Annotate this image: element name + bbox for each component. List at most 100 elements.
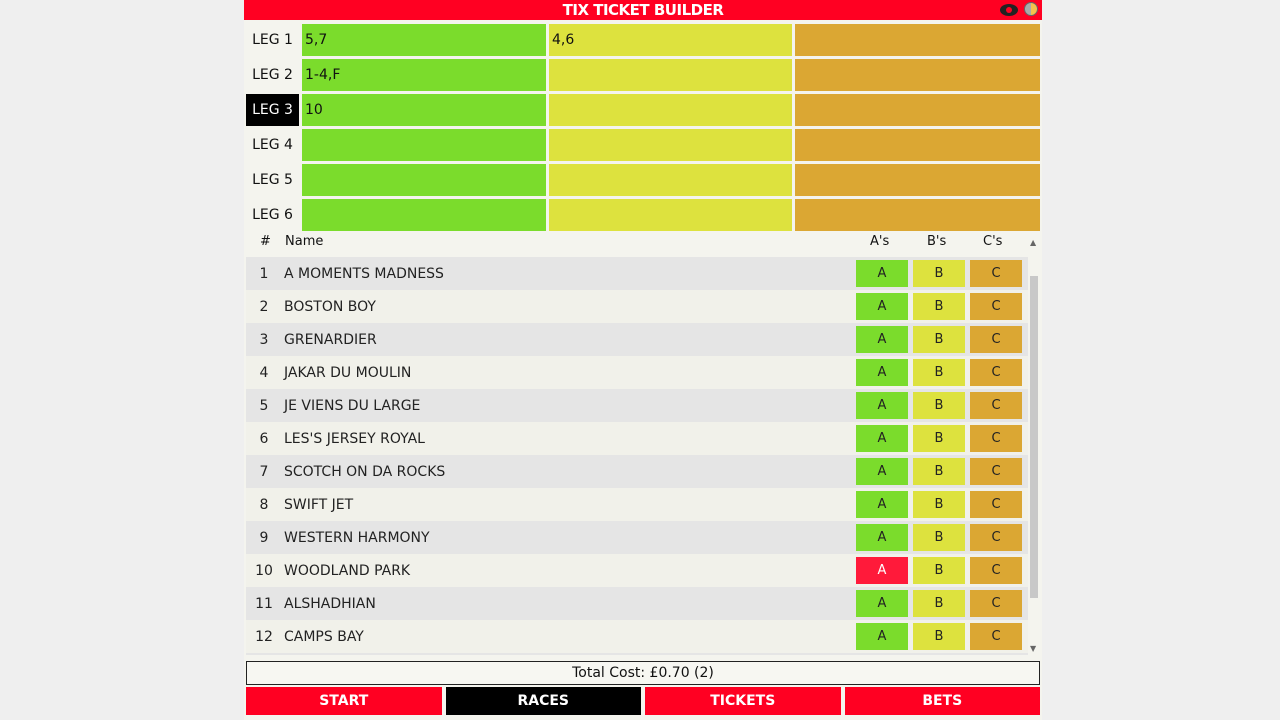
leg-c-selections[interactable]: [795, 94, 1040, 126]
c-button[interactable]: C: [970, 425, 1022, 452]
runner-name: CAMPS BAY: [284, 628, 364, 645]
leg-b-selections[interactable]: [549, 59, 792, 91]
b-button[interactable]: B: [913, 425, 965, 452]
runner-number: 5: [259, 397, 269, 414]
runner-name: A MOMENTS MADNESS: [284, 265, 444, 282]
b-button[interactable]: B: [913, 524, 965, 551]
leg-label[interactable]: LEG 2: [252, 67, 293, 83]
c-button[interactable]: C: [970, 458, 1022, 485]
b-button[interactable]: B: [913, 326, 965, 353]
leg-c-selections[interactable]: [795, 129, 1040, 161]
leg-a-selections[interactable]: [302, 164, 546, 196]
c-button[interactable]: C: [970, 623, 1022, 650]
app-title: TIX TICKET BUILDER: [562, 1, 724, 19]
table-row: 5 JE VIENS DU LARGE A B C: [246, 389, 1028, 422]
a-button[interactable]: A: [856, 590, 908, 617]
a-button[interactable]: A: [856, 557, 908, 584]
b-button[interactable]: B: [913, 590, 965, 617]
nav-tickets-button[interactable]: TICKETS: [645, 687, 841, 715]
a-button[interactable]: A: [856, 359, 908, 386]
runner-number: 10: [255, 562, 273, 579]
a-button[interactable]: A: [856, 524, 908, 551]
leg-label[interactable]: LEG 1: [252, 32, 293, 48]
table-row: 8 SWIFT JET A B C: [246, 488, 1028, 521]
runner-number: 7: [259, 463, 269, 480]
scroll-up-icon[interactable]: ▲: [1030, 238, 1037, 247]
a-button[interactable]: A: [856, 623, 908, 650]
runner-name: JE VIENS DU LARGE: [284, 397, 421, 414]
runner-name: JAKAR DU MOULIN: [284, 364, 412, 381]
runner-name: GRENARDIER: [284, 331, 377, 348]
runner-name: SCOTCH ON DA ROCKS: [284, 463, 446, 480]
runner-name: WOODLAND PARK: [284, 562, 411, 579]
b-button[interactable]: B: [913, 293, 965, 320]
leg-row: LEG 1 5,7 4,6: [246, 24, 1040, 59]
leg-label[interactable]: LEG 4: [252, 137, 293, 153]
runner-number: 6: [259, 430, 269, 447]
leg-c-selections[interactable]: [795, 199, 1040, 231]
runner-number: 12: [255, 628, 273, 645]
a-button[interactable]: A: [856, 458, 908, 485]
col-a: A's: [870, 234, 890, 249]
leg-row: LEG 5: [246, 164, 1040, 199]
c-button[interactable]: C: [970, 590, 1022, 617]
scrollbar[interactable]: ▲ ▼: [1028, 236, 1040, 656]
leg-a-selections[interactable]: 5,7: [302, 24, 546, 56]
leg-b-selections[interactable]: [549, 164, 792, 196]
b-button[interactable]: B: [913, 491, 965, 518]
leg-c-selections[interactable]: [795, 59, 1040, 91]
leg-b-selections[interactable]: [549, 199, 792, 231]
leg-label[interactable]: LEG 5: [252, 172, 293, 188]
leg-a-selections[interactable]: 10: [302, 94, 546, 126]
table-row: 1 A MOMENTS MADNESS A B C: [246, 257, 1028, 290]
eye-icon[interactable]: [1000, 4, 1018, 16]
c-button[interactable]: C: [970, 326, 1022, 353]
leg-label[interactable]: LEG 3: [246, 94, 299, 126]
c-button[interactable]: C: [970, 293, 1022, 320]
a-button[interactable]: A: [856, 326, 908, 353]
runner-number: 9: [259, 529, 269, 546]
contrast-icon[interactable]: [1024, 2, 1038, 16]
a-button[interactable]: A: [856, 293, 908, 320]
b-button[interactable]: B: [913, 557, 965, 584]
a-button[interactable]: A: [856, 491, 908, 518]
runner-number: 4: [259, 364, 269, 381]
a-button[interactable]: A: [856, 425, 908, 452]
table-row: 6 LES'S JERSEY ROYAL A B C: [246, 422, 1028, 455]
leg-a-selections[interactable]: [302, 129, 546, 161]
nav-races-button[interactable]: RACES: [445, 687, 641, 715]
c-button[interactable]: C: [970, 260, 1022, 287]
b-button[interactable]: B: [913, 392, 965, 419]
leg-b-selections[interactable]: [549, 129, 792, 161]
leg-a-selections[interactable]: 1-4,F: [302, 59, 546, 91]
col-name: Name: [285, 234, 324, 249]
leg-label[interactable]: LEG 6: [252, 207, 293, 223]
scrollbar-thumb[interactable]: [1030, 276, 1038, 598]
scroll-down-icon[interactable]: ▼: [1030, 644, 1037, 653]
nav-start-button[interactable]: START: [246, 687, 442, 715]
leg-c-selections[interactable]: [795, 164, 1040, 196]
c-button[interactable]: C: [970, 557, 1022, 584]
b-button[interactable]: B: [913, 359, 965, 386]
c-button[interactable]: C: [970, 359, 1022, 386]
runner-number: 11: [255, 595, 273, 612]
leg-b-selections[interactable]: [549, 94, 792, 126]
a-button[interactable]: A: [856, 260, 908, 287]
b-button[interactable]: B: [913, 458, 965, 485]
b-button[interactable]: B: [913, 623, 965, 650]
runner-number: 1: [259, 265, 269, 282]
a-button[interactable]: A: [856, 392, 908, 419]
leg-a-selections[interactable]: [302, 199, 546, 231]
c-button[interactable]: C: [970, 392, 1022, 419]
b-button[interactable]: B: [913, 260, 965, 287]
leg-row: LEG 4: [246, 129, 1040, 164]
leg-c-selections[interactable]: [795, 24, 1040, 56]
runner-name: WESTERN HARMONY: [284, 529, 430, 546]
c-button[interactable]: C: [970, 491, 1022, 518]
nav-bets-button[interactable]: BETS: [844, 687, 1040, 715]
c-button[interactable]: C: [970, 524, 1022, 551]
col-b: B's: [927, 234, 947, 249]
leg-b-selections[interactable]: 4,6: [549, 24, 792, 56]
runner-name: ALSHADHIAN: [284, 595, 376, 612]
